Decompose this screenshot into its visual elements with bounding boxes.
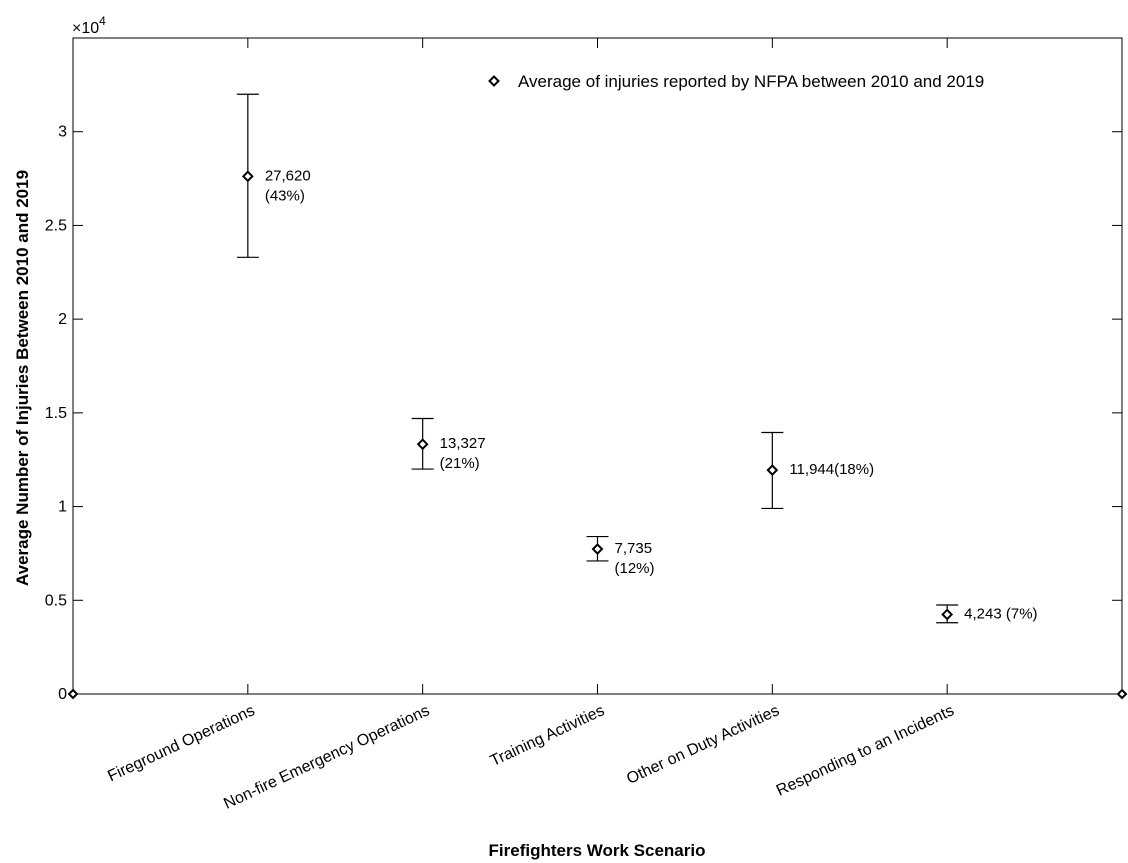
data-point-marker [766,464,779,477]
y-tick-label: 2.5 [45,217,67,234]
data-label: 13,327 [440,435,486,452]
x-category-label: Other on Duty Activities [624,702,782,788]
edge-point-left [67,688,79,700]
x-category-label: Responding to an Incidents [774,702,957,799]
legend: Average of injuries reported by NFPA bet… [488,72,984,91]
x-axis-title: Firefighters Work Scenario [489,841,706,860]
data-label: 27,620 [265,167,311,184]
y-tick-label: 1.5 [45,405,67,422]
data-label: (21%) [440,455,480,472]
y-tick-label: 1 [58,499,67,516]
data-marks [67,93,1128,700]
data-point-marker [416,438,429,451]
y-tick-label: 0 [58,686,67,703]
data-label: 7,735 [615,540,653,557]
data-label: 4,243 (7%) [964,605,1037,622]
plot-frame [72,37,1123,695]
data-label: (12%) [615,560,655,577]
x-category-label: Fireground Operations [105,702,257,785]
data-label: 11,944(18%) [789,461,874,478]
y-exponent-label: ×104 [72,14,106,37]
data-labels: 27,620 (43%) 13,327 (21%) 7,735 (12%) 11,944(1… [265,167,1038,622]
edge-point-right [1116,688,1128,700]
legend-diamond [488,75,500,87]
data-point-marker [591,543,604,555]
data-point-marker [941,608,954,621]
y-tick-label: 0.5 [45,592,67,609]
y-axis-title: Average Number of Injuries Between 2010 … [13,170,32,586]
data-label: (43%) [265,187,305,204]
x-category-label: Training Activities [488,702,607,770]
y-ticks: 0 0.5 1 1.5 2 2.5 3 [45,38,1122,703]
y-tick-label: 3 [58,124,67,141]
axes [72,37,1123,695]
y-tick-label: 2 [58,311,67,328]
data-point-marker [241,170,254,183]
legend-marker-diamond-icon [488,75,500,87]
legend-entry-label: Average of injuries reported by NFPA bet… [518,72,984,91]
